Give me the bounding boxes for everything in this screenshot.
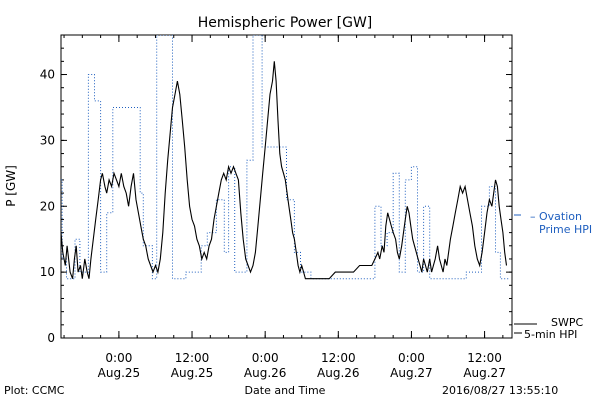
x-tick-time-label: 0:00 [252,351,279,365]
legend-swpc-label-2: 5-min HPI [524,328,577,341]
plot-timestamp: 2016/08/27 13:55:10 [442,384,558,397]
y-tick-label: 30 [40,133,55,147]
chart-title: Hemispheric Power [GW] [198,15,373,31]
series-swpc-5min-hpi [61,61,508,280]
legend-ovation-label: – Ovation [530,210,582,223]
series-ovation-prime-hpi [61,35,509,280]
legend-ovation-label-2: Prime HPI [539,223,592,236]
y-axis-label: P [GW] [4,165,18,207]
x-tick-time-label: 12:00 [175,351,210,365]
plot-frame [60,34,513,339]
x-tick-time-label: 0:00 [105,351,132,365]
x-axis-ticks: 0:00Aug.2512:00Aug.250:00Aug.2612:00Aug.… [63,35,506,380]
x-tick-date-label: Aug.26 [244,366,287,380]
x-tick-time-label: 12:00 [321,351,356,365]
y-tick-label: 10 [40,265,55,279]
y-tick-label: 40 [40,68,55,82]
x-tick-date-label: Aug.27 [390,366,433,380]
x-tick-date-label: Aug.25 [98,366,141,380]
y-axis-ticks: 0 10 20 30 40 [40,34,512,345]
legend-swpc-label: SWPC [551,316,583,329]
plot-credit: Plot: CCMC [4,384,65,397]
x-axis-label: Date and Time [245,384,326,397]
x-tick-date-label: Aug.26 [317,366,360,380]
x-tick-time-label: 12:00 [467,351,502,365]
x-tick-time-label: 0:00 [398,351,425,365]
x-tick-date-label: Aug.25 [171,366,214,380]
series-layer [61,35,509,280]
y-tick-label: 0 [47,331,55,345]
x-tick-date-label: Aug.27 [463,366,506,380]
y-tick-label: 20 [40,199,55,213]
